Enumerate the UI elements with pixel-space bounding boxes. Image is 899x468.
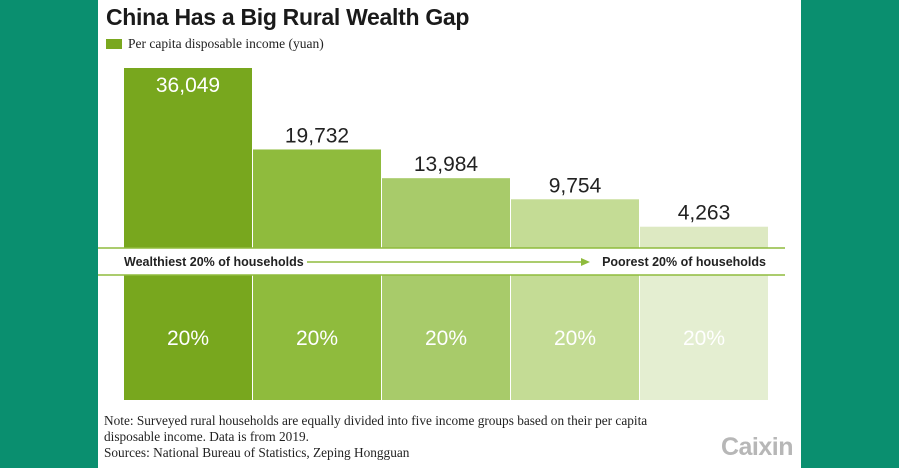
footnote-note-line2: disposable income. Data is from 2019. xyxy=(104,429,309,444)
bar-value-label-1: 36,049 xyxy=(156,74,220,97)
bar-chart: 36,049 20% 19,732 20% 13,984 20% 9,754 20% 4,263… xyxy=(98,68,785,400)
legend-label: Per capita disposable income (yuan) xyxy=(128,36,324,51)
share-block-3 xyxy=(382,275,510,400)
share-block-1 xyxy=(124,275,252,400)
share-label-5: 20% xyxy=(683,327,725,350)
share-label-1: 20% xyxy=(167,327,209,350)
share-block-4 xyxy=(511,275,639,400)
caixin-logo: Caixin xyxy=(720,433,794,461)
legend-swatch xyxy=(106,39,122,49)
bar-value-label-5: 4,263 xyxy=(678,202,731,225)
bar-3 xyxy=(382,178,510,248)
bar-5 xyxy=(640,226,768,248)
legend: Per capita disposable income (yuan) xyxy=(106,36,324,52)
bar-2 xyxy=(253,149,381,248)
axis-label-wealthiest: Wealthiest 20% of households xyxy=(124,255,304,269)
share-label-4: 20% xyxy=(554,327,596,350)
bar-value-label-2: 19,732 xyxy=(285,124,349,147)
share-block-5 xyxy=(640,275,768,400)
chart-card: China Has a Big Rural Wealth Gap Per cap… xyxy=(98,0,801,468)
bar-1 xyxy=(124,68,252,248)
share-label-3: 20% xyxy=(425,327,467,350)
share-label-2: 20% xyxy=(296,327,338,350)
bar-4 xyxy=(511,199,639,248)
axis-label-poorest: Poorest 20% of households xyxy=(602,255,766,269)
chart-title: China Has a Big Rural Wealth Gap xyxy=(106,4,470,30)
footnote-sources: Sources: National Bureau of Statistics, … xyxy=(104,445,410,460)
bar-value-label-4: 9,754 xyxy=(549,174,602,197)
share-block-2 xyxy=(253,275,381,400)
footnote-note-line1: Note: Surveyed rural households are equa… xyxy=(104,413,648,428)
footnote: Note: Surveyed rural households are equa… xyxy=(104,413,744,461)
bar-value-label-3: 13,984 xyxy=(414,153,479,176)
direction-arrow-head-icon xyxy=(581,258,590,266)
